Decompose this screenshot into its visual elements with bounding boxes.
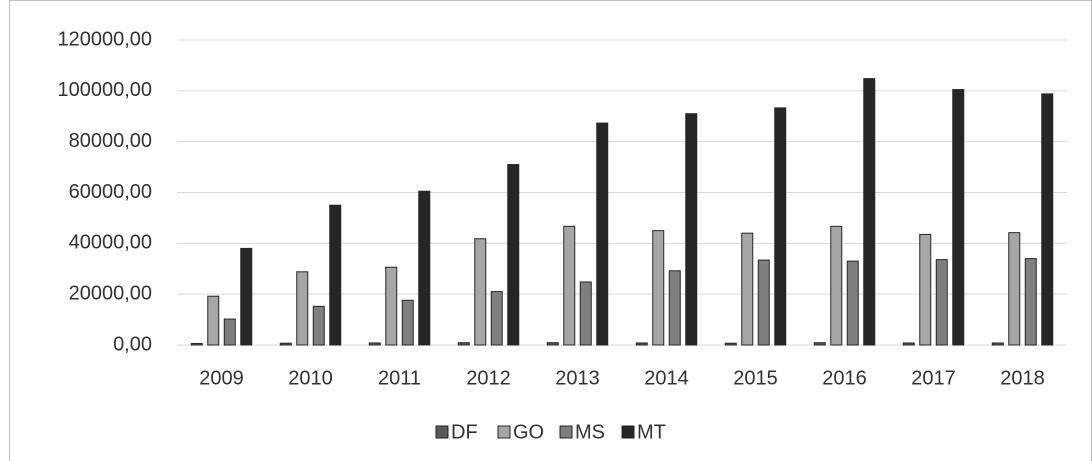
bar (1024, 258, 1037, 346)
bar (368, 342, 381, 346)
bar (863, 78, 876, 346)
bar (991, 342, 1004, 346)
bar (813, 342, 826, 346)
legend-swatch (497, 425, 511, 439)
x-tick-label: 2016 (822, 367, 867, 389)
bar (902, 342, 915, 346)
legend-label: GO (513, 421, 544, 443)
bar (579, 281, 592, 346)
bar (1041, 93, 1054, 346)
bar (329, 204, 342, 346)
bar (830, 225, 843, 346)
x-tick-label: 2015 (733, 367, 778, 389)
bar (1008, 232, 1021, 346)
x-tick-label: 2013 (555, 367, 600, 389)
bar (296, 271, 309, 346)
y-tick-label: 20000,00 (69, 282, 152, 304)
bar (401, 299, 414, 346)
bar (774, 107, 787, 346)
y-tick-label: 120000,00 (57, 28, 152, 50)
legend-label: MT (637, 421, 666, 443)
legend-swatch (621, 425, 635, 439)
x-tick-label: 2017 (911, 367, 956, 389)
y-tick-label: 0,00 (113, 333, 152, 355)
bar (279, 342, 292, 346)
x-tick-label: 2018 (1000, 367, 1045, 389)
x-tick-label: 2010 (288, 367, 333, 389)
legend-swatch (435, 425, 449, 439)
bar (546, 342, 559, 346)
bar (418, 190, 431, 346)
bar (935, 259, 948, 346)
x-tick-label: 2012 (466, 367, 511, 389)
x-tick-label: 2011 (378, 367, 421, 389)
bar (652, 230, 665, 346)
legend-swatch (559, 425, 573, 439)
x-tick-label: 2009 (199, 367, 244, 389)
bar (474, 238, 487, 346)
bar (952, 89, 965, 346)
bar (685, 113, 698, 346)
y-tick-label: 80000,00 (69, 130, 152, 152)
legend-label: MS (575, 421, 605, 443)
legend-label: DF (451, 421, 478, 443)
bar (385, 266, 398, 346)
bar (724, 342, 737, 346)
bar (757, 259, 770, 346)
bar (635, 342, 648, 346)
bar (457, 342, 470, 346)
bar (240, 247, 253, 346)
bar (741, 232, 754, 346)
bar (312, 305, 325, 346)
bar (190, 342, 203, 346)
y-tick-label: 60000,00 (69, 181, 152, 203)
y-tick-label: 40000,00 (69, 232, 152, 254)
x-tick-label: 2014 (644, 367, 689, 389)
chart-frame (9, 0, 1092, 461)
y-tick-label: 100000,00 (57, 79, 152, 101)
bar (490, 291, 503, 346)
bar (668, 270, 681, 346)
bar (846, 260, 859, 346)
bar (223, 318, 236, 346)
bar (507, 164, 520, 346)
bar (596, 122, 609, 346)
bar (919, 233, 932, 346)
bar (563, 225, 576, 346)
bar (207, 295, 220, 346)
